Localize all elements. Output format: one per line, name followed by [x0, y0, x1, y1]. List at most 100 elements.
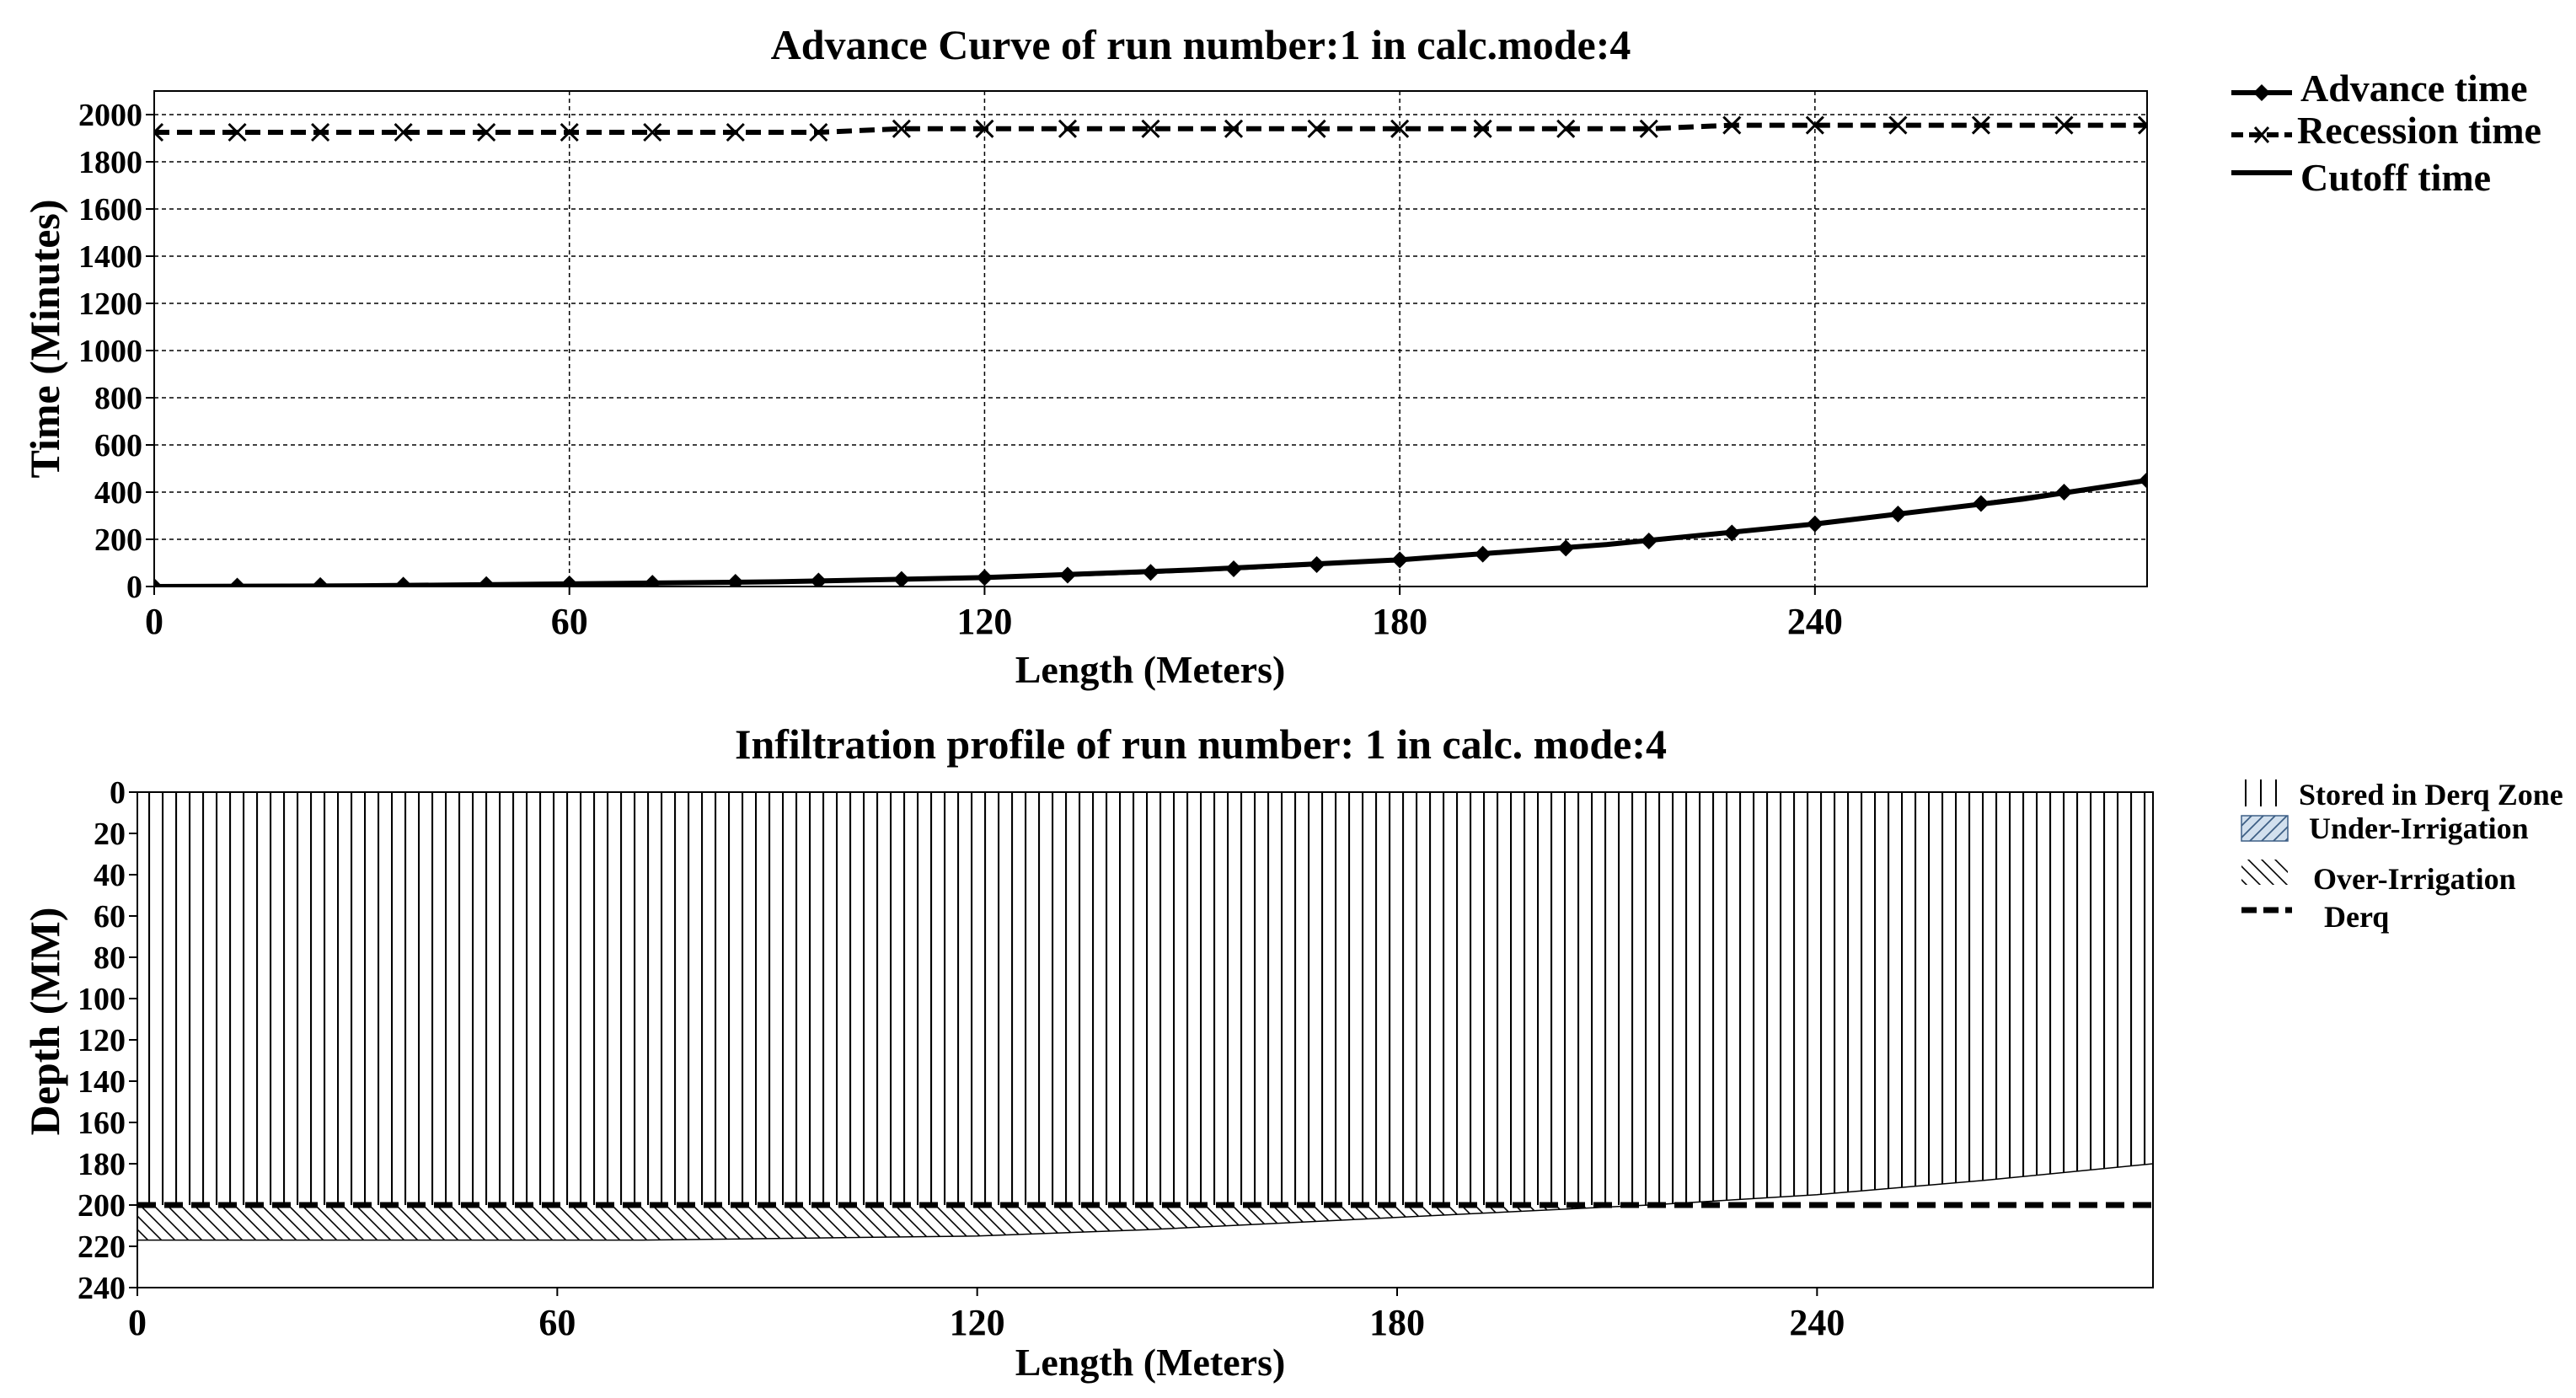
y-tick-label: 60	[94, 899, 126, 935]
legend-item-advance: Advance time	[2231, 67, 2528, 110]
advance-time-point	[644, 575, 661, 587]
legend: Stored in Derq Zone Under-Irrigation Ove…	[2241, 778, 2563, 934]
y-tick-label: 220	[78, 1229, 126, 1265]
recession-time-point	[643, 122, 662, 142]
advance-time-point	[1391, 551, 1409, 569]
legend-label-cutoff: Cutoff time	[2300, 156, 2491, 199]
recession-time-point	[809, 122, 828, 142]
recession-time-point	[1639, 119, 1658, 138]
y-tick-label: 2000	[78, 98, 142, 133]
legend-label-under: Under-Irrigation	[2309, 811, 2529, 845]
advance-curve-chart: Advance Curve of run number:1 in calc.mo…	[21, 21, 2541, 691]
infiltrated-depth-line	[137, 1163, 2154, 1241]
recession-time-point	[154, 122, 164, 142]
advance-time-point	[892, 570, 910, 587]
advance-time-point	[1972, 495, 1990, 512]
y-axis-label: Time (Minutes)	[21, 200, 68, 479]
x-tick-label: 0	[145, 601, 163, 642]
legend-item-stored: Stored in Derq Zone	[2245, 778, 2563, 811]
x-tick-label: 180	[1372, 601, 1427, 642]
recession-time-point	[1556, 119, 1576, 138]
infiltration-profile-chart: Infiltration profile of run number: 1 in…	[21, 720, 2563, 1384]
y-tick-label: 1400	[78, 239, 142, 275]
advance-time-point	[1058, 566, 1076, 584]
y-tick-label: 1800	[78, 145, 142, 180]
advance-time-point	[1225, 560, 1243, 577]
axis-ticks: 0 200 400 600 800 1000 1200 1400 1600 1800 2000 0 60…	[78, 98, 1843, 642]
legend-label-advance: Advance time	[2300, 67, 2528, 110]
legend-label-over: Over-Irrigation	[2313, 862, 2516, 896]
x-tick-label: 60	[538, 1302, 576, 1343]
recession-time-point	[2054, 115, 2074, 135]
recession-time-point	[1971, 115, 1990, 135]
y-tick-label: 240	[78, 1271, 126, 1306]
y-tick-label: 0	[126, 570, 142, 605]
y-tick-label: 0	[110, 775, 126, 811]
y-tick-label: 180	[78, 1147, 126, 1182]
diamond-marker-icon	[2253, 84, 2270, 101]
y-tick-label: 200	[94, 522, 142, 558]
recession-time-point	[477, 122, 496, 142]
advance-time-point	[1308, 555, 1325, 573]
y-tick-label: 400	[94, 475, 142, 511]
advance-time-point	[1557, 539, 1575, 557]
advance-time-point	[2055, 484, 2073, 501]
advance-time-point	[154, 578, 163, 587]
recession-time-point	[726, 122, 745, 142]
recession-time-point	[975, 119, 994, 138]
y-tick-label: 1000	[78, 334, 142, 369]
recession-time-point	[560, 122, 579, 142]
recession-time-point	[311, 122, 330, 142]
x-tick-label: 60	[551, 601, 588, 642]
x-axis-label: Length (Meters)	[1015, 648, 1286, 691]
legend-item-derq: Derq	[2241, 900, 2389, 934]
recession-time-point	[1888, 115, 1908, 135]
under-irrigation-swatch-icon	[2241, 815, 2289, 842]
advance-time-point	[1474, 545, 1492, 563]
x-tick-label: 120	[956, 601, 1012, 642]
plot-area-frame	[153, 90, 2148, 587]
recession-time-point	[1805, 115, 1824, 135]
recession-time-point	[394, 122, 413, 142]
advance-time-point	[228, 577, 246, 587]
advance-time-point	[312, 576, 329, 587]
legend-item-under: Under-Irrigation	[2241, 811, 2529, 845]
stored-in-derq-zone-area	[137, 792, 2153, 1205]
y-tick-label: 600	[94, 428, 142, 463]
advance-time-point	[478, 576, 495, 587]
y-tick-label: 140	[78, 1064, 126, 1100]
y-tick-label: 40	[94, 858, 126, 893]
legend: Advance time Recession time Cutoff time	[2231, 67, 2541, 199]
chart-title: Infiltration profile of run number: 1 in…	[735, 720, 1667, 768]
advance-time-point	[976, 569, 993, 587]
y-tick-label: 20	[94, 817, 126, 852]
recession-time-point	[892, 119, 911, 138]
y-tick-label: 1600	[78, 192, 142, 228]
y-tick-label: 1200	[78, 287, 142, 322]
legend-label-derq: Derq	[2324, 900, 2389, 934]
recession-time-point	[1224, 119, 1244, 138]
recession-time-point	[1473, 119, 1492, 138]
grid-lines	[154, 91, 2147, 587]
advance-time-point	[1723, 524, 1741, 542]
advance-time-point	[2139, 472, 2147, 489]
vertical-lines-swatch-icon	[2245, 779, 2277, 806]
advance-time-point	[560, 575, 578, 587]
over-irrigation-swatch-icon	[2241, 860, 2288, 885]
x-tick-label: 120	[950, 1302, 1005, 1343]
advance-time-point	[1640, 532, 1658, 549]
advance-time-point	[1806, 515, 1824, 533]
recession-time-point	[228, 122, 247, 142]
legend-item-cutoff: Cutoff time	[2231, 156, 2491, 199]
y-tick-label: 800	[94, 381, 142, 416]
chart-title: Advance Curve of run number:1 in calc.mo…	[771, 21, 1631, 68]
advance-time-point	[394, 576, 412, 587]
over-irrigation-area	[137, 1205, 2153, 1240]
y-tick-label: 160	[78, 1106, 126, 1141]
x-marker-icon	[2253, 126, 2270, 143]
x-tick-label: 0	[128, 1302, 147, 1343]
recession-time-point	[1390, 119, 1410, 138]
recession-time-point	[1722, 115, 1742, 135]
